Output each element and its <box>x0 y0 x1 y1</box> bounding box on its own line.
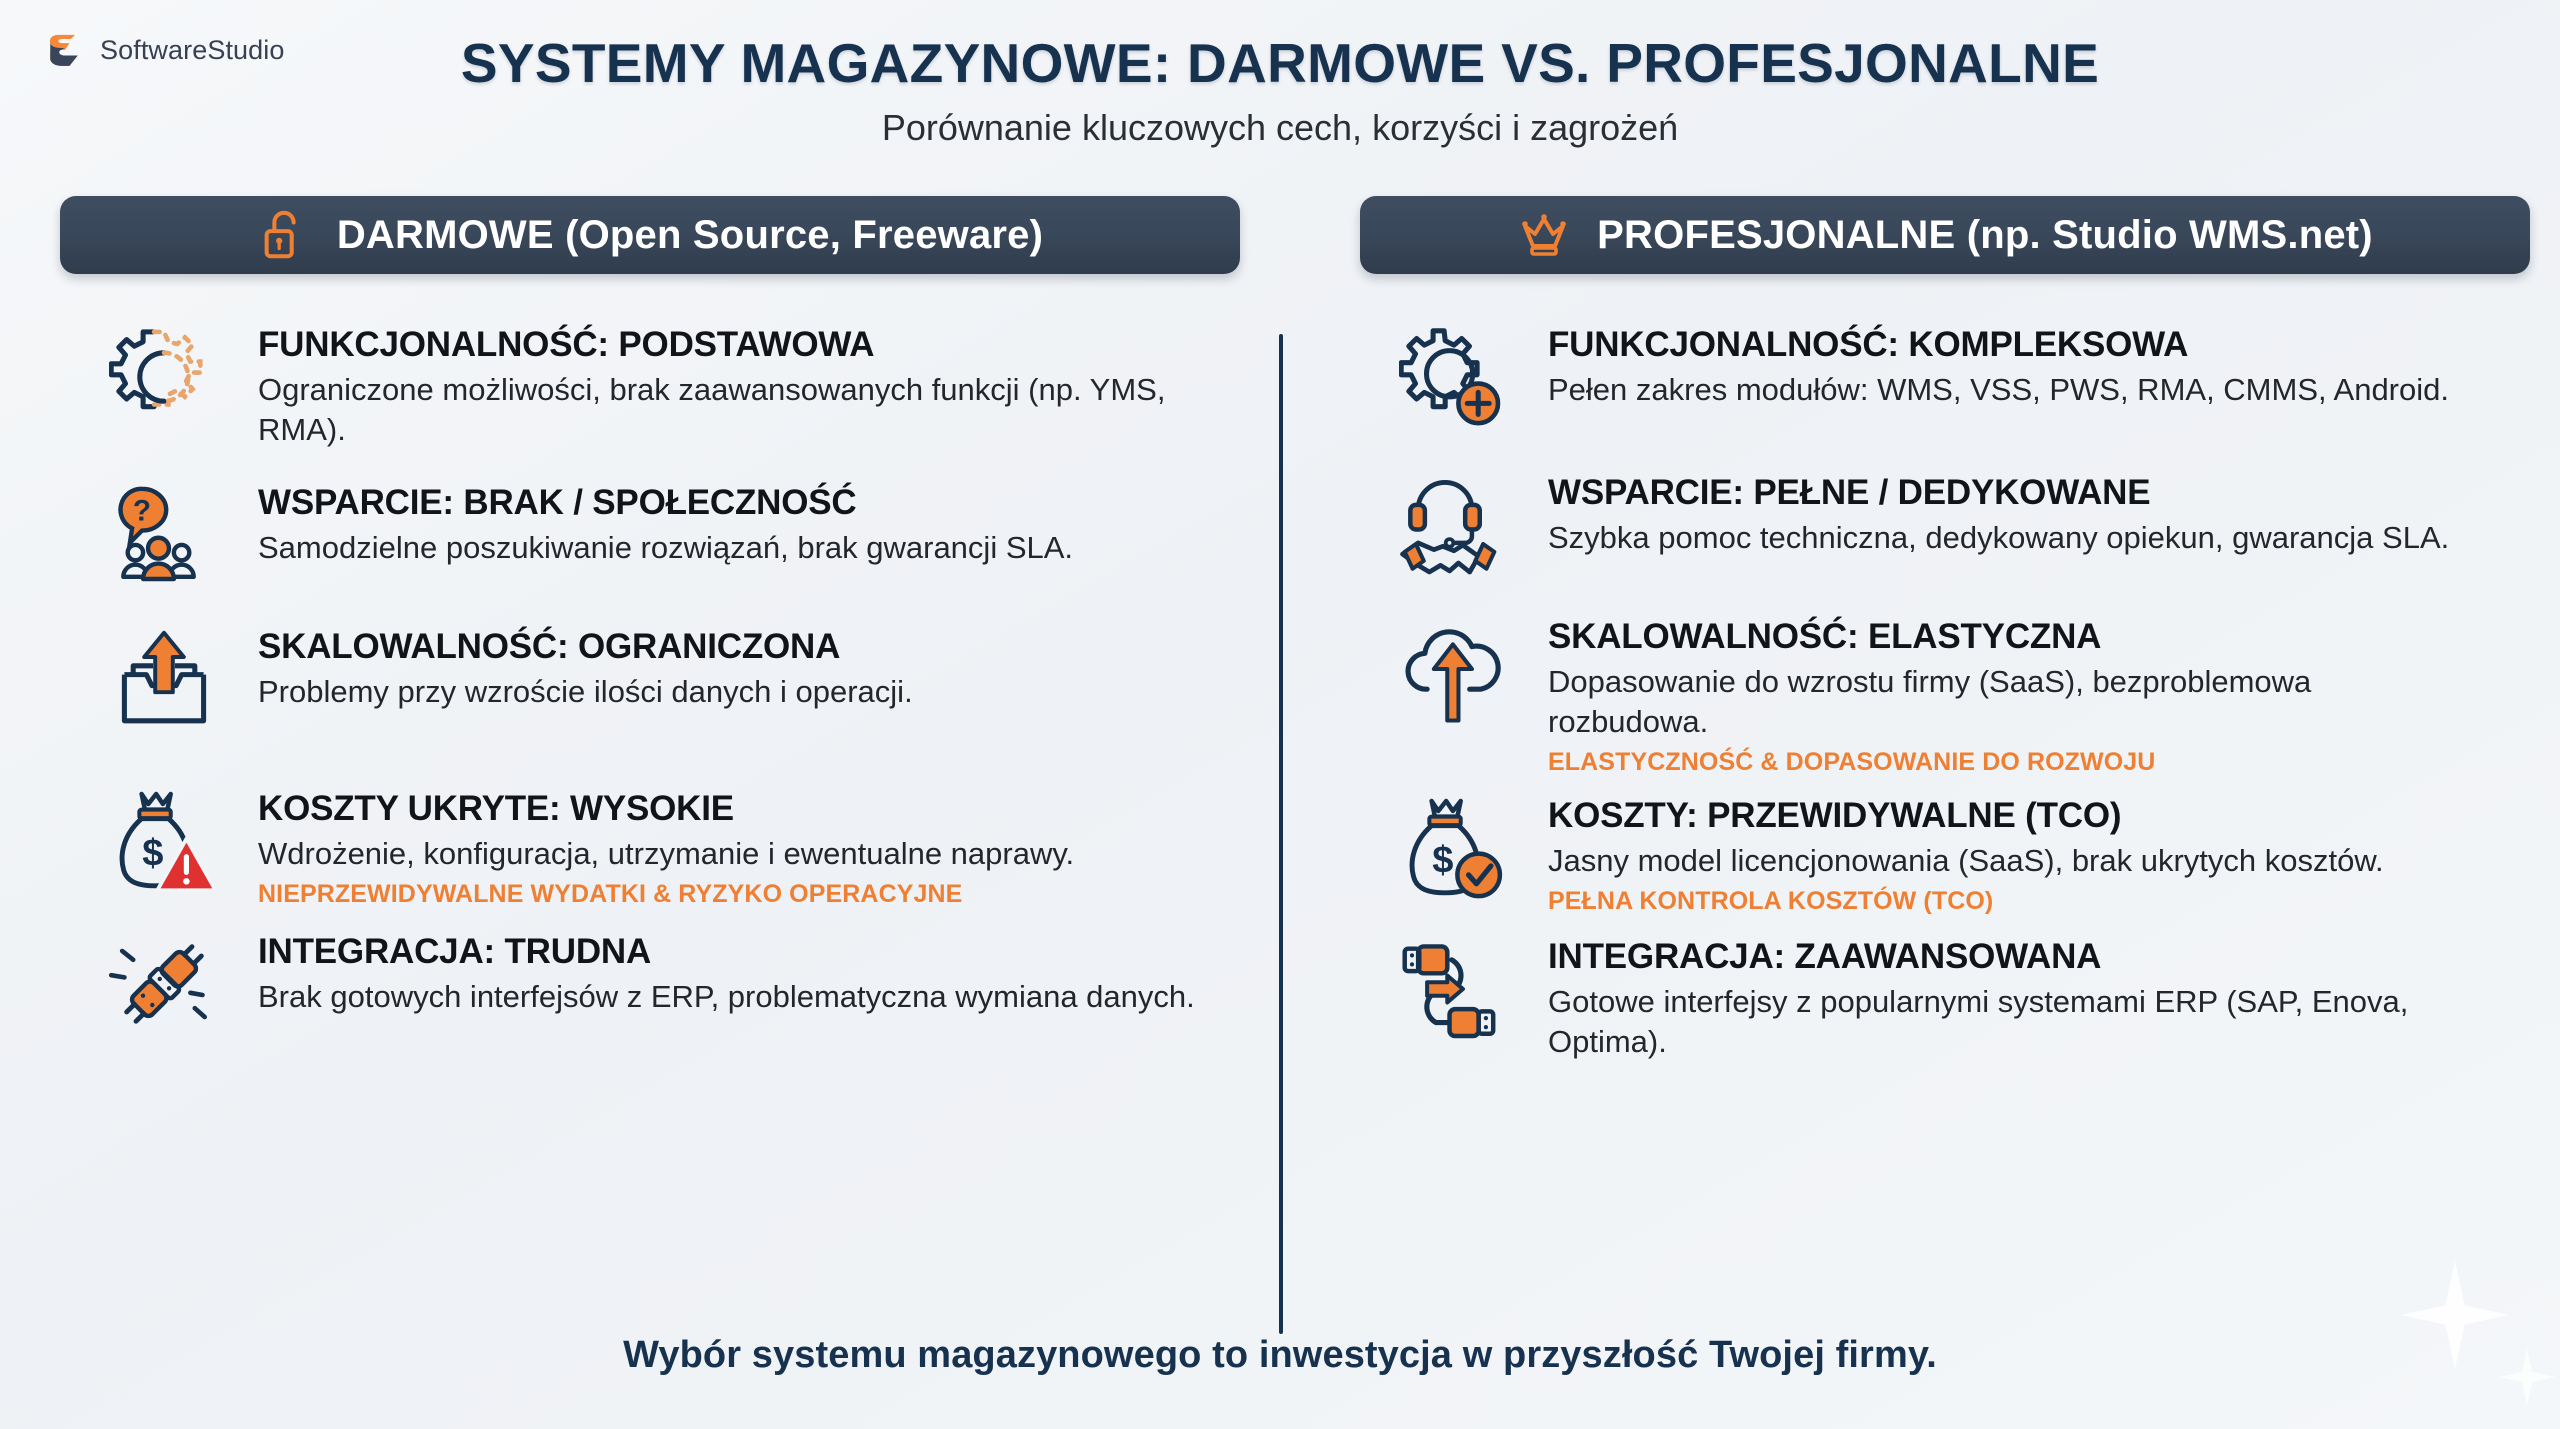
list-item: $ KOSZTY UKRYTE: WYSOKIE Wdrożenie, konf… <box>100 782 1220 909</box>
list-item-text: FUNKCJONALNOŚĆ: KOMPLEKSOWA Pełen zakres… <box>1548 318 2480 410</box>
list-item: SKALOWALNOŚĆ: OGRANICZONA Problemy przy … <box>100 620 1220 738</box>
list-item-text: SKALOWALNOŚĆ: OGRANICZONA Problemy przy … <box>258 620 1220 712</box>
list-item-title: WSPARCIE: PEŁNE / DEDYKOWANE <box>1548 473 2151 512</box>
list-item-text: WSPARCIE: PEŁNE / DEDYKOWANE Szybka pomo… <box>1548 466 2480 558</box>
inbox-arrow-up-icon <box>100 620 228 738</box>
svg-text:$: $ <box>142 832 163 874</box>
comparison-columns: DARMOWE (Open Source, Freeware) <box>0 196 2560 1334</box>
title-block: SYSTEMY MAGAZYNOWE: DARMOWE VS. PROFESJO… <box>0 32 2560 149</box>
list-item-desc: Pełen zakres modułów: WMS, VSS, PWS, RMA… <box>1548 372 2449 408</box>
question-users-icon: ? <box>100 476 228 594</box>
item-list-free: FUNKCJONALNOŚĆ: PODSTAWOWA Ograniczone m… <box>100 318 1220 1043</box>
list-item-text: KOSZTY UKRYTE: WYSOKIE Wdrożenie, konfig… <box>258 782 1220 909</box>
connected-plugs-icon <box>1390 930 1518 1048</box>
list-item: INTEGRACJA: ZAAWANSOWANA Gotowe interfej… <box>1390 930 2480 1062</box>
list-item-text: SKALOWALNOŚĆ: ELASTYCZNA Dopasowanie do … <box>1548 610 2480 777</box>
list-item-desc: Wdrożenie, konfiguracja, utrzymanie i ew… <box>258 835 1075 871</box>
list-item-desc: Samodzielne poszukiwanie rozwiązań, brak… <box>258 529 1074 565</box>
column-professional: PROFESJONALNE (np. Studio WMS.net) <box>1280 196 2560 1256</box>
list-item: SKALOWALNOŚĆ: ELASTYCZNA Dopasowanie do … <box>1390 610 2480 777</box>
column-divider <box>1279 334 1283 1334</box>
list-item: ? WSPARCIE: BRAK / SPOŁECZNOŚĆ Samodziel… <box>100 476 1220 594</box>
headset-handshake-icon <box>1390 466 1518 584</box>
list-item-title: FUNKCJONALNOŚĆ: KOMPLEKSOWA <box>1548 325 2189 364</box>
list-item-desc: Problemy przy wzroście ilości danych i o… <box>258 673 913 709</box>
svg-text:?: ? <box>133 494 151 527</box>
softwarestudio-s-logo-icon <box>42 28 86 72</box>
cloud-arrow-up-icon <box>1390 610 1518 728</box>
list-item-tag: NIEPRZEWIDYWALNE WYDATKI & RYZYKO OPERAC… <box>258 879 963 908</box>
list-item-tag: PEŁNA KONTROLA KOSZTÓW (TCO) <box>1548 886 1994 915</box>
list-item-desc: Szybka pomoc techniczna, dedykowany opie… <box>1548 520 2450 556</box>
column-free: DARMOWE (Open Source, Freeware) <box>0 196 1280 1256</box>
list-item-text: INTEGRACJA: ZAAWANSOWANA Gotowe interfej… <box>1548 930 2480 1062</box>
item-list-professional: FUNKCJONALNOŚĆ: KOMPLEKSOWA Pełen zakres… <box>1390 318 2480 1061</box>
list-item-text: KOSZTY: PRZEWIDYWALNE (TCO) Jasny model … <box>1548 789 2480 916</box>
list-item-text: FUNKCJONALNOŚĆ: PODSTAWOWA Ograniczone m… <box>258 318 1220 450</box>
gear-dashed-icon <box>100 318 228 436</box>
crown-icon <box>1517 208 1571 262</box>
column-header-free: DARMOWE (Open Source, Freeware) <box>60 196 1240 274</box>
footer-tagline: Wybór systemu magazynowego to inwestycja… <box>623 1334 1937 1376</box>
list-item-desc: Dopasowanie do wzrostu firmy (SaaS), bez… <box>1548 664 2312 739</box>
column-header-label-professional: PROFESJONALNE (np. Studio WMS.net) <box>1597 212 2373 257</box>
list-item-text: INTEGRACJA: TRUDNA Brak gotowych interfe… <box>258 925 1220 1017</box>
column-header-professional: PROFESJONALNE (np. Studio WMS.net) <box>1360 196 2530 274</box>
list-item-desc: Ograniczone możliwości, brak zaawansowan… <box>258 372 1166 447</box>
page-title: SYSTEMY MAGAZYNOWE: DARMOWE VS. PROFESJO… <box>460 32 2100 94</box>
list-item-title: KOSZTY: PRZEWIDYWALNE (TCO) <box>1548 795 2122 835</box>
list-item-title: INTEGRACJA: ZAAWANSOWANA <box>1548 936 2102 976</box>
list-item-title: WSPARCIE: BRAK / SPOŁECZNOŚĆ <box>258 482 857 522</box>
list-item-title: SKALOWALNOŚĆ: OGRANICZONA <box>258 626 841 666</box>
svg-text:$: $ <box>1432 839 1453 881</box>
list-item: $ KOSZTY: PRZEWIDYWALNE (TCO) Jasny mode… <box>1390 789 2480 916</box>
list-item-title: INTEGRACJA: TRUDNA <box>258 931 652 971</box>
list-item-desc: Gotowe interfejsy z popularnymi systemam… <box>1548 983 2409 1059</box>
unlock-icon <box>257 208 311 262</box>
list-item-title: KOSZTY UKRYTE: WYSOKIE <box>258 788 734 828</box>
column-header-label-free: DARMOWE (Open Source, Freeware) <box>336 212 1044 257</box>
gear-plus-icon <box>1390 318 1518 436</box>
list-item: WSPARCIE: PEŁNE / DEDYKOWANE Szybka pomo… <box>1390 466 2480 584</box>
list-item-desc: Brak gotowych interfejsów z ERP, problem… <box>258 978 1195 1014</box>
money-bag-warning-icon: $ <box>100 782 228 900</box>
list-item-tag: ELASTYCZNOŚĆ & DOPASOWANIE DO ROZWOJU <box>1548 747 2156 776</box>
list-item-title: SKALOWALNOŚĆ: ELASTYCZNA <box>1548 617 2102 656</box>
list-item-text: WSPARCIE: BRAK / SPOŁECZNOŚĆ Samodzielne… <box>258 476 1220 568</box>
list-item: FUNKCJONALNOŚĆ: PODSTAWOWA Ograniczone m… <box>100 318 1220 450</box>
list-item: FUNKCJONALNOŚĆ: KOMPLEKSOWA Pełen zakres… <box>1390 318 2480 436</box>
brand-logo: SoftwareStudio <box>42 28 285 72</box>
money-bag-check-icon: $ <box>1390 789 1518 907</box>
list-item: INTEGRACJA: TRUDNA Brak gotowych interfe… <box>100 925 1220 1043</box>
page-subtitle: Porównanie kluczowych cech, korzyści i z… <box>881 107 1679 149</box>
broken-plug-icon <box>100 925 228 1043</box>
list-item-title: FUNKCJONALNOŚĆ: PODSTAWOWA <box>258 325 875 364</box>
brand-name: SoftwareStudio <box>100 34 285 65</box>
list-item-desc: Jasny model licencjonowania (SaaS), brak… <box>1548 842 2384 878</box>
